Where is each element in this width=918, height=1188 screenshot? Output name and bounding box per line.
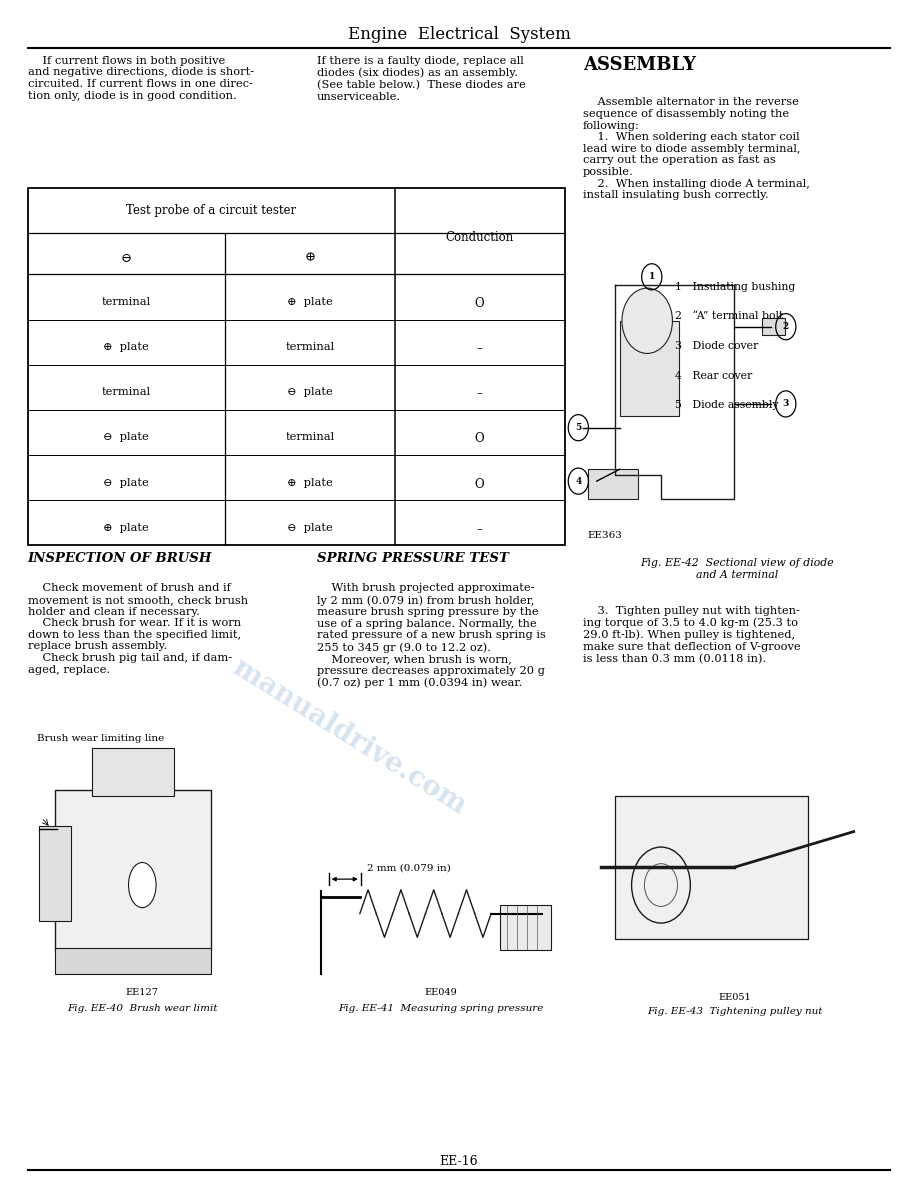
Text: O: O: [475, 432, 485, 446]
Text: manualdrive.com: manualdrive.com: [228, 653, 470, 820]
Text: ⊕  plate: ⊕ plate: [104, 523, 149, 532]
Text: Fig. EE-43  Tightening pulley nut: Fig. EE-43 Tightening pulley nut: [646, 1007, 823, 1017]
Bar: [92, 748, 174, 796]
Text: If current flows in both positive
and negative directions, diode is short-
circu: If current flows in both positive and ne…: [28, 56, 253, 101]
Ellipse shape: [129, 862, 156, 908]
Text: ⊕  plate: ⊕ plate: [104, 342, 149, 352]
Text: 3   Diode cover: 3 Diode cover: [675, 341, 758, 350]
Text: terminal: terminal: [102, 387, 151, 397]
Text: terminal: terminal: [285, 432, 334, 442]
Text: EE127: EE127: [126, 988, 159, 998]
Text: INSPECTION OF BRUSH: INSPECTION OF BRUSH: [28, 552, 212, 565]
Text: ASSEMBLY: ASSEMBLY: [583, 56, 696, 74]
Bar: [620, 321, 679, 416]
Text: With brush projected approximate-
ly 2 mm (0.079 in) from brush holder,
measure : With brush projected approximate- ly 2 m…: [317, 583, 545, 688]
Text: Engine  Electrical  System: Engine Electrical System: [348, 26, 570, 43]
Text: O: O: [475, 297, 485, 310]
Text: terminal: terminal: [285, 342, 334, 352]
Text: ⊖  plate: ⊖ plate: [104, 432, 149, 442]
Text: –: –: [476, 342, 483, 355]
Text: Test probe of a circuit tester: Test probe of a circuit tester: [126, 203, 297, 216]
Text: ⊕: ⊕: [304, 252, 316, 265]
Text: ⊖  plate: ⊖ plate: [287, 387, 332, 397]
Text: –: –: [476, 523, 483, 536]
Text: EE049: EE049: [424, 988, 457, 998]
Text: –: –: [476, 387, 483, 400]
Ellipse shape: [622, 289, 672, 354]
Text: SPRING PRESSURE TEST: SPRING PRESSURE TEST: [317, 552, 509, 565]
Text: ⊕  plate: ⊕ plate: [287, 478, 332, 487]
Text: 4: 4: [576, 476, 581, 486]
Text: 1: 1: [649, 272, 655, 282]
Text: EE051: EE051: [718, 993, 751, 1003]
Text: 5   Diode assembly: 5 Diode assembly: [675, 400, 778, 410]
Text: If there is a faulty diode, replace all
diodes (six diodes) as an assembly.
(See: If there is a faulty diode, replace all …: [317, 56, 525, 102]
Text: 1   Insulating bushing: 1 Insulating bushing: [675, 282, 795, 291]
Bar: [762, 318, 785, 335]
Text: Brush wear limiting line: Brush wear limiting line: [37, 734, 164, 744]
Text: 3: 3: [783, 399, 789, 409]
Bar: [500, 905, 551, 950]
Text: 2 mm (0.079 in): 2 mm (0.079 in): [367, 864, 451, 873]
Text: 4   Rear cover: 4 Rear cover: [675, 371, 752, 380]
Bar: [615, 796, 808, 939]
Text: terminal: terminal: [102, 297, 151, 307]
Text: ⊖  plate: ⊖ plate: [104, 478, 149, 487]
Text: Check movement of brush and if
movement is not smooth, check brush
holder and cl: Check movement of brush and if movement …: [28, 583, 248, 675]
Bar: [588, 469, 638, 499]
Text: 2: 2: [783, 322, 789, 331]
Text: Fig. EE-42  Sectional view of diode
and A terminal: Fig. EE-42 Sectional view of diode and A…: [640, 558, 834, 580]
Text: ⊖  plate: ⊖ plate: [287, 523, 332, 532]
Text: Fig. EE-40  Brush wear limit: Fig. EE-40 Brush wear limit: [67, 1004, 218, 1013]
Text: ⊕  plate: ⊕ plate: [287, 297, 332, 307]
Text: O: O: [475, 478, 485, 491]
Text: EE-16: EE-16: [440, 1155, 478, 1168]
Bar: [28, 188, 565, 545]
Text: Fig. EE-41  Measuring spring pressure: Fig. EE-41 Measuring spring pressure: [338, 1004, 543, 1013]
Bar: [39, 826, 71, 921]
Bar: [55, 948, 211, 974]
Text: EE363: EE363: [588, 531, 622, 541]
Text: Assemble alternator in the reverse
sequence of disassembly noting the
following:: Assemble alternator in the reverse seque…: [583, 97, 810, 201]
Text: 5: 5: [576, 423, 581, 432]
Text: Conduction: Conduction: [445, 230, 514, 244]
Text: 2   “A” terminal bolt: 2 “A” terminal bolt: [675, 311, 783, 321]
Text: ⊖: ⊖: [120, 252, 132, 265]
Text: 3.  Tighten pulley nut with tighten-
ing torque of 3.5 to 4.0 kg-m (25.3 to
29.0: 3. Tighten pulley nut with tighten- ing …: [583, 606, 800, 664]
FancyBboxPatch shape: [55, 790, 211, 950]
